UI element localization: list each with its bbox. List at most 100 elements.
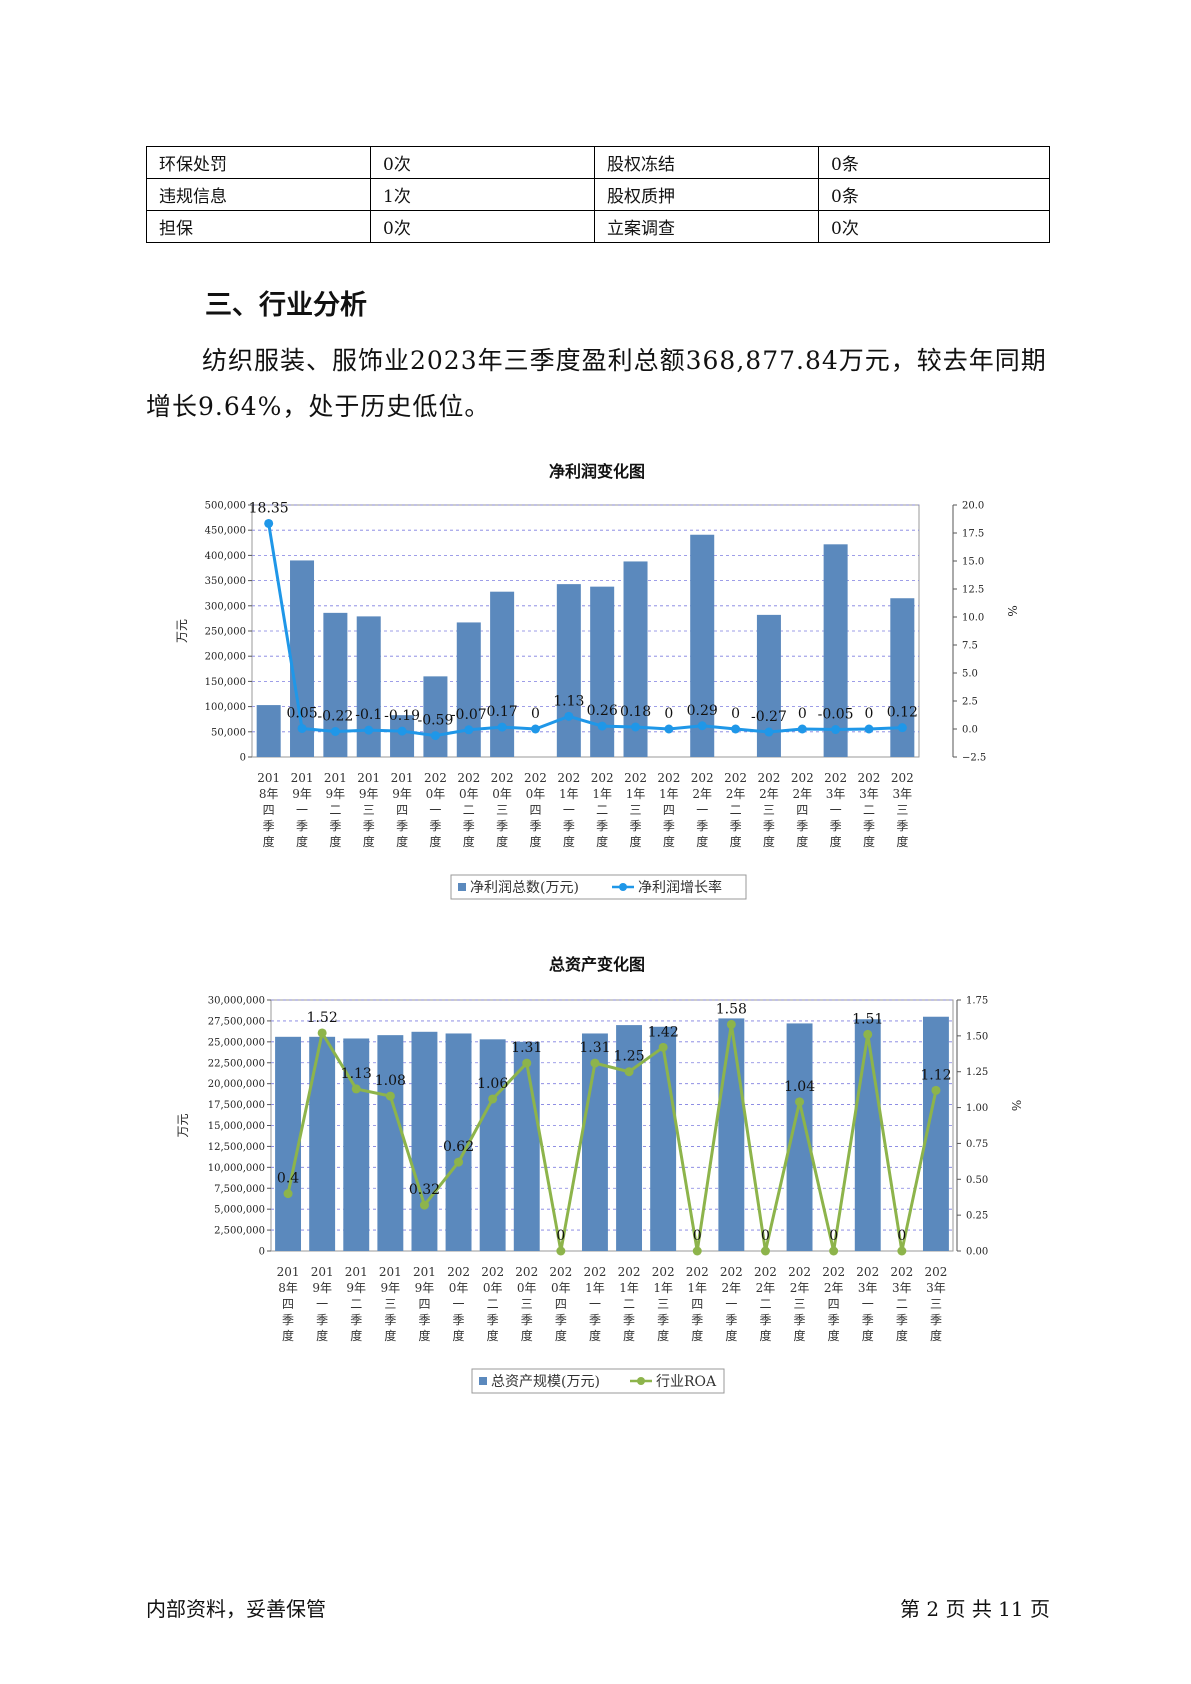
y-tick-label: 0 — [240, 753, 246, 764]
x-tick-label: 9年 — [326, 787, 346, 801]
x-tick-label: 201 — [324, 771, 347, 785]
x-tick-label: 1年 — [585, 1281, 605, 1295]
data-point — [556, 1246, 566, 1256]
data-point — [864, 724, 874, 734]
x-tick-label: 201 — [391, 771, 414, 785]
y-tick-label: 0 — [259, 1247, 265, 1258]
x-tick-label: 0年 — [526, 787, 546, 801]
x-tick-label: 四 — [796, 803, 808, 817]
x-tick-label: 四 — [282, 1297, 294, 1311]
legend-label: 净利润增长率 — [638, 879, 722, 896]
x-tick-label: 度 — [363, 834, 375, 849]
y2-tick-label: 2.5 — [962, 697, 978, 708]
y-tick-label: 350,000 — [205, 576, 246, 587]
x-tick-label: 季 — [759, 1313, 771, 1327]
x-tick-label: 二 — [463, 803, 475, 817]
x-tick-label: 202 — [824, 771, 847, 785]
data-point — [658, 1042, 668, 1052]
data-point — [597, 721, 607, 731]
y-tick-label: 50,000 — [211, 727, 246, 738]
data-label: 1.08 — [375, 1073, 406, 1089]
table-cell: 股权质押 — [594, 178, 819, 211]
legend-label: 行业ROA — [656, 1374, 717, 1390]
data-point — [590, 1058, 600, 1068]
x-tick-label: 202 — [624, 771, 647, 785]
x-tick-label: 度 — [691, 1328, 703, 1343]
x-tick-label: 0年 — [459, 787, 479, 801]
x-tick-label: 9年 — [292, 787, 312, 801]
x-tick-label: 1年 — [687, 1281, 707, 1295]
x-tick-label: 202 — [724, 771, 747, 785]
x-tick-label: 三 — [794, 1297, 806, 1311]
data-point — [726, 1019, 736, 1029]
series-line — [286, 1024, 938, 1252]
x-tick-label: 度 — [589, 1328, 601, 1343]
x-tick-label: 201 — [379, 1265, 402, 1279]
x-tick-label: 度 — [828, 1328, 840, 1343]
table-cell: 股权冻结 — [594, 146, 819, 179]
data-label: 0.12 — [887, 705, 918, 721]
x-tick-label: 一 — [453, 1297, 465, 1311]
data-label: 0 — [693, 1228, 702, 1244]
x-tick-label: 季 — [453, 1313, 465, 1327]
table-cell: 立案调查 — [594, 210, 819, 243]
x-tick-label: 度 — [296, 834, 308, 849]
table-cell: 0次 — [370, 210, 595, 243]
section-heading: 三、行业分析 — [205, 290, 367, 321]
data-label: 0.17 — [487, 704, 518, 720]
y-tick-label: 200,000 — [205, 652, 246, 663]
x-tick-label: 度 — [429, 834, 441, 849]
data-point — [760, 1246, 770, 1256]
x-tick-label: 度 — [930, 1328, 942, 1343]
data-point — [488, 1094, 498, 1104]
x-tick-label: 季 — [828, 1313, 840, 1327]
x-tick-label: 2年 — [824, 1281, 844, 1295]
y-tick-label: 100,000 — [205, 702, 246, 713]
x-tick-label: 度 — [730, 834, 742, 849]
x-tick-label: 季 — [763, 819, 775, 833]
x-tick-label: 度 — [725, 1328, 737, 1343]
data-point — [464, 725, 474, 735]
y-tick-label: 150,000 — [205, 677, 246, 688]
x-tick-label: 度 — [794, 1328, 806, 1343]
data-point — [564, 711, 574, 721]
x-tick-label: 一 — [429, 803, 441, 817]
x-tick-label: 202 — [583, 1265, 606, 1279]
bar — [356, 616, 381, 757]
x-tick-label: 三 — [384, 1297, 396, 1311]
y-axis-label: 万元 — [176, 1113, 190, 1137]
x-tick-label: 9年 — [312, 1281, 332, 1295]
x-tick-label: 季 — [630, 819, 642, 833]
data-label: 0 — [664, 706, 673, 722]
table-row: 违规信息 1次 股权质押 0条 — [146, 178, 1050, 211]
y-tick-label: 17,500,000 — [208, 1100, 265, 1111]
x-tick-label: 二 — [329, 803, 341, 817]
x-tick-label: 0年 — [426, 787, 446, 801]
data-label: -0.07 — [451, 707, 487, 723]
x-tick-label: 8年 — [278, 1281, 298, 1295]
x-tick-label: 度 — [453, 1328, 465, 1343]
x-tick-label: 2年 — [759, 787, 779, 801]
y2-tick-label: 0.50 — [966, 1175, 988, 1186]
x-tick-label: 度 — [521, 1328, 533, 1343]
x-tick-label: 8年 — [259, 787, 279, 801]
data-point — [385, 1091, 395, 1101]
y-tick-label: 10,000,000 — [208, 1163, 265, 1174]
y2-tick-label: 1.25 — [966, 1067, 988, 1078]
data-label: -0.1 — [355, 707, 382, 723]
y-tick-label: 25,000,000 — [208, 1037, 265, 1048]
data-label: 0 — [731, 706, 740, 722]
x-tick-label: 一 — [589, 1297, 601, 1311]
x-tick-label: 度 — [763, 834, 775, 849]
x-tick-label: 四 — [418, 1297, 430, 1311]
y-tick-label: 400,000 — [205, 551, 246, 562]
data-point — [897, 723, 907, 733]
data-point — [530, 724, 540, 734]
table-cell: 环保处罚 — [146, 146, 371, 179]
bar — [456, 622, 481, 757]
x-tick-label: 2年 — [790, 1281, 810, 1295]
x-tick-label: 三 — [657, 1297, 669, 1311]
x-tick-label: 1年 — [653, 1281, 673, 1295]
data-point — [317, 1028, 327, 1038]
y2-tick-label: 20.0 — [962, 501, 984, 512]
